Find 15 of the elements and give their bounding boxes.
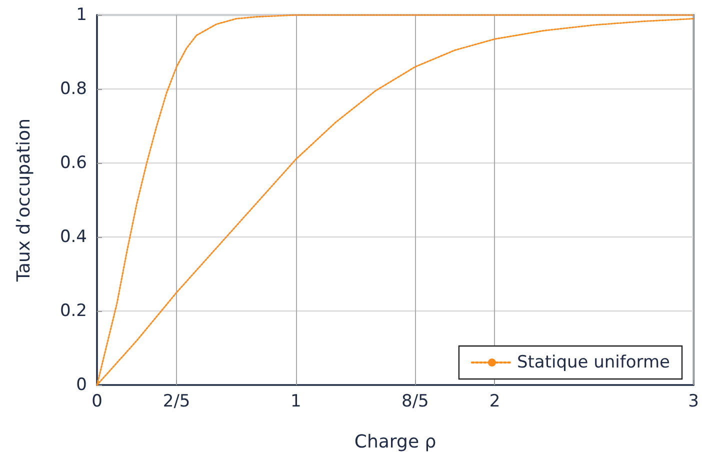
y-tick-label: 0.2 [60,301,87,321]
x-tick-label: 3 [688,392,700,412]
x-tick-label: 0 [92,392,102,412]
y-tick-label: 0.4 [60,227,87,247]
x-tick-label: 2/5 [162,392,190,412]
x-tick-label: 1 [290,392,302,412]
y-axis-title: Taux d’occupation [14,118,34,283]
y-tick-label: 0.8 [60,79,87,99]
x-axis-title: Charge ρ [354,432,436,452]
legend-label: Statique uniforme [516,352,670,372]
y-tick-label: 1 [76,5,87,25]
y-tick-label: 0.6 [60,153,87,173]
y-tick-label: 0 [76,375,87,395]
x-tick-label: 8/5 [402,392,429,412]
x-tick-label: 2 [489,392,500,412]
